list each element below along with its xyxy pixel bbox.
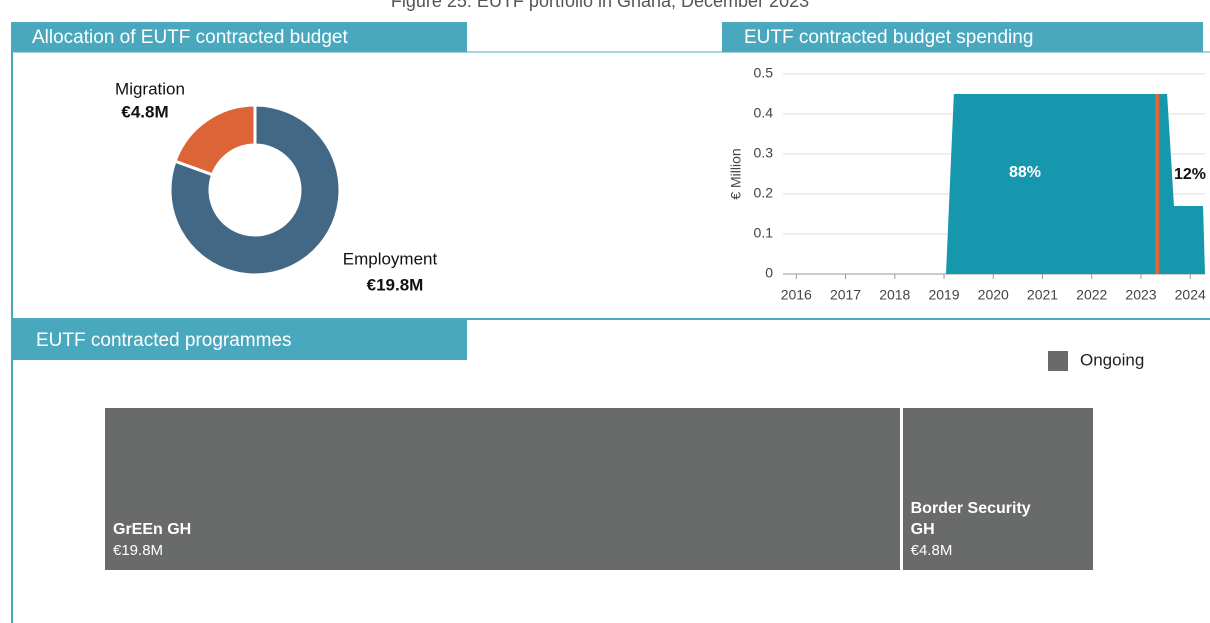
slice-label: Employment <box>343 249 438 268</box>
treemap-tile: GrEEn GH €19.8M <box>105 408 900 570</box>
tile-name: GrEEn GH <box>113 521 192 538</box>
tile-name: Border Security GH <box>910 500 1031 538</box>
x-tick-label: 2023 <box>1125 287 1156 303</box>
y-tick-label: 0 <box>765 265 773 281</box>
tile-value: €4.8M <box>910 542 953 559</box>
figure-title: Figure 25: EUTF portfolio in Ghana, Dece… <box>391 0 809 11</box>
y-tick-label: 0.5 <box>754 65 774 81</box>
slice-label: Migration <box>115 79 185 98</box>
x-tick-label: 2017 <box>830 287 861 303</box>
header <box>722 22 1203 52</box>
x-tick-label: 2024 <box>1175 287 1206 303</box>
annotation: 12% <box>1174 166 1206 183</box>
y-tick-label: 0.1 <box>754 225 774 241</box>
area <box>783 94 1205 274</box>
x-tick-label: 2019 <box>928 287 959 303</box>
y-tick-label: 0.3 <box>754 145 774 161</box>
y-tick-label: 0.2 <box>754 185 774 201</box>
y-tick-label: 0.4 <box>754 105 774 121</box>
x-tick-label: 2022 <box>1076 287 1107 303</box>
x-tick-label: 2020 <box>978 287 1009 303</box>
header <box>13 320 467 360</box>
x-tick-label: 2021 <box>1027 287 1058 303</box>
y-axis-label: € Million <box>728 148 744 199</box>
legend-label: Ongoing <box>1080 350 1144 369</box>
header <box>13 22 467 52</box>
panel-title: EUTF contracted budget spending <box>744 27 1033 48</box>
panel-title: Allocation of EUTF contracted budget <box>32 27 349 48</box>
annotation: 88% <box>1009 164 1041 181</box>
x-tick-label: 2016 <box>781 287 812 303</box>
slice-value: €4.8M <box>121 102 168 121</box>
slice-value: €19.8M <box>367 275 424 294</box>
tile-value: €19.8M <box>113 542 164 559</box>
treemap-tile: Border Security GH €4.8M <box>902 408 1093 570</box>
panel-title: EUTF contracted programmes <box>36 330 292 351</box>
x-tick-label: 2018 <box>879 287 910 303</box>
legend-swatch <box>1048 351 1068 371</box>
donut-slice <box>168 103 342 277</box>
